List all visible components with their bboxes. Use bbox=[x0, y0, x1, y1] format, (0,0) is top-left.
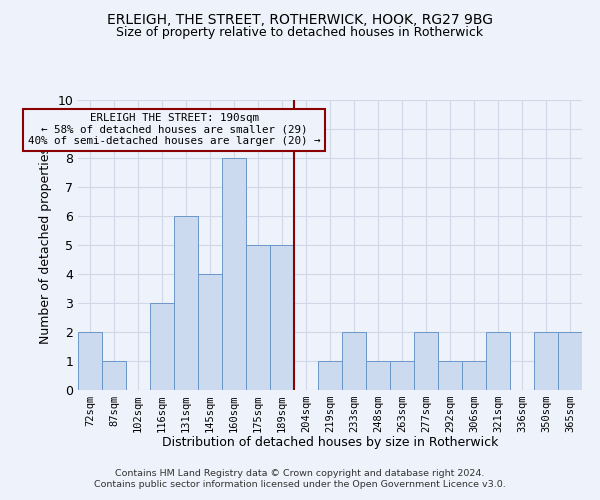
Bar bbox=[366, 361, 390, 390]
Bar bbox=[150, 303, 174, 390]
Bar bbox=[78, 332, 102, 390]
Text: Size of property relative to detached houses in Rotherwick: Size of property relative to detached ho… bbox=[116, 26, 484, 39]
Bar bbox=[318, 361, 342, 390]
Bar bbox=[390, 361, 414, 390]
Text: Distribution of detached houses by size in Rotherwick: Distribution of detached houses by size … bbox=[162, 436, 498, 449]
Bar bbox=[102, 361, 126, 390]
Bar bbox=[414, 332, 438, 390]
Text: ERLEIGH, THE STREET, ROTHERWICK, HOOK, RG27 9BG: ERLEIGH, THE STREET, ROTHERWICK, HOOK, R… bbox=[107, 12, 493, 26]
Bar bbox=[198, 274, 222, 390]
Bar bbox=[486, 332, 510, 390]
Bar bbox=[342, 332, 366, 390]
Text: ERLEIGH THE STREET: 190sqm
← 58% of detached houses are smaller (29)
40% of semi: ERLEIGH THE STREET: 190sqm ← 58% of deta… bbox=[28, 113, 320, 146]
Bar bbox=[534, 332, 558, 390]
Text: Contains public sector information licensed under the Open Government Licence v3: Contains public sector information licen… bbox=[94, 480, 506, 489]
Bar bbox=[246, 245, 270, 390]
Bar bbox=[558, 332, 582, 390]
Bar bbox=[174, 216, 198, 390]
Text: Contains HM Land Registry data © Crown copyright and database right 2024.: Contains HM Land Registry data © Crown c… bbox=[115, 468, 485, 477]
Bar bbox=[462, 361, 486, 390]
Bar bbox=[270, 245, 294, 390]
Bar bbox=[438, 361, 462, 390]
Bar bbox=[222, 158, 246, 390]
Y-axis label: Number of detached properties: Number of detached properties bbox=[39, 146, 52, 344]
